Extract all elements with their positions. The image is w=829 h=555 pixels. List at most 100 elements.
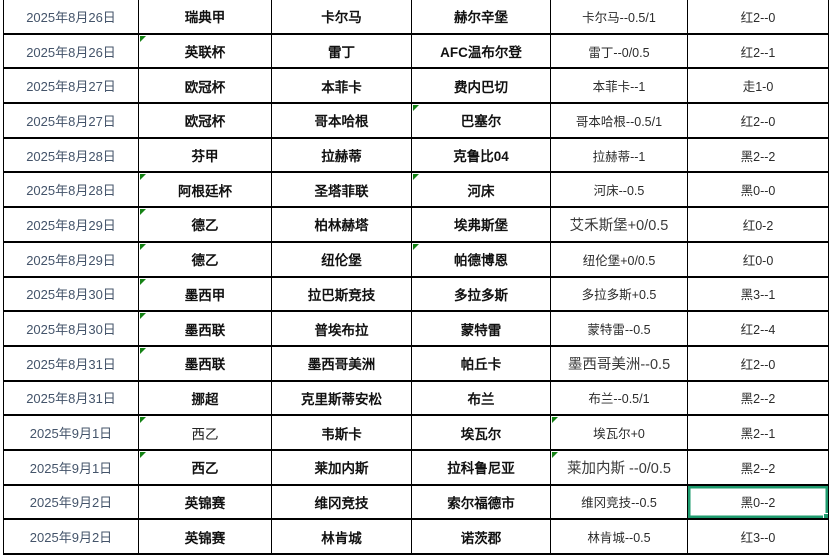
cell-result[interactable]: 红2--4: [687, 310, 829, 347]
cell-date[interactable]: 2025年8月29日: [3, 206, 139, 243]
cell-handicap[interactable]: 莱加内斯 --0/0.5: [550, 448, 688, 486]
cell-away-team[interactable]: 巴塞尔: [411, 102, 551, 139]
cell-home-team[interactable]: 莱加内斯: [271, 448, 412, 486]
cell-league[interactable]: 瑞典甲: [138, 0, 272, 35]
cell-handicap[interactable]: 艾禾斯堡+0/0.5: [550, 206, 688, 243]
table-row: 2025年8月28日 阿根廷杯 圣塔菲联 河床 河床--0.5 黑0--0: [3, 171, 829, 209]
cell-result[interactable]: 黑2--1: [687, 414, 829, 451]
cell-result[interactable]: 红3--0: [687, 518, 829, 555]
cell-home-team[interactable]: 克里斯蒂安松: [271, 379, 412, 417]
cell-handicap[interactable]: 哥本哈根--0.5/1: [550, 102, 688, 139]
cell-home-team[interactable]: 普埃布拉: [271, 310, 412, 347]
cell-date[interactable]: 2025年8月30日: [3, 275, 139, 313]
cell-league[interactable]: 英锦赛: [138, 518, 272, 555]
cell-home-team[interactable]: 纽伦堡: [271, 240, 412, 278]
cell-date[interactable]: 2025年8月29日: [3, 240, 139, 278]
cell-away-team[interactable]: 克鲁比04: [411, 136, 551, 174]
cell-away-team[interactable]: 拉科鲁尼亚: [411, 448, 551, 486]
cell-handicap[interactable]: 卡尔马--0.5/1: [550, 0, 688, 35]
cell-date[interactable]: 2025年8月31日: [3, 344, 139, 382]
cell-away-team[interactable]: 帕德博恩: [411, 240, 551, 278]
cell-league[interactable]: 德乙: [138, 206, 272, 243]
cell-league[interactable]: 墨西联: [138, 310, 272, 347]
cell-result[interactable]: 红2--1: [687, 32, 829, 70]
cell-home-team[interactable]: 柏林赫塔: [271, 206, 412, 243]
cell-handicap[interactable]: 埃瓦尔+0: [550, 414, 688, 451]
cell-date[interactable]: 2025年9月2日: [3, 518, 139, 555]
cell-away-team[interactable]: 赫尔辛堡: [411, 0, 551, 35]
fill-handle[interactable]: [823, 513, 828, 518]
cell-result[interactable]: 红0-2: [687, 206, 829, 243]
cell-handicap[interactable]: 布兰--0.5/1: [550, 379, 688, 417]
cell-league[interactable]: 阿根廷杯: [138, 171, 272, 209]
cell-date[interactable]: 2025年8月28日: [3, 136, 139, 174]
cell-result[interactable]: 黑0--0: [687, 171, 829, 209]
cell-result[interactable]: 红2--0: [687, 344, 829, 382]
cell-league[interactable]: 英联杯: [138, 32, 272, 70]
cell-date[interactable]: 2025年9月1日: [3, 448, 139, 486]
cell-home-team[interactable]: 圣塔菲联: [271, 171, 412, 209]
cell-away-team[interactable]: 埃弗斯堡: [411, 206, 551, 243]
cell-away-team[interactable]: 布兰: [411, 379, 551, 417]
cell-date[interactable]: 2025年8月31日: [3, 379, 139, 417]
cell-handicap[interactable]: 拉赫蒂--1: [550, 136, 688, 174]
cell-result[interactable]: 红0-0: [687, 240, 829, 278]
cell-date[interactable]: 2025年8月26日: [3, 0, 139, 35]
cell-away-team[interactable]: 帕丘卡: [411, 344, 551, 382]
cell-result[interactable]: 黑2--2: [687, 379, 829, 417]
cell-home-team[interactable]: 拉赫蒂: [271, 136, 412, 174]
cell-handicap[interactable]: 本菲卡--1: [550, 67, 688, 105]
cell-date[interactable]: 2025年8月30日: [3, 310, 139, 347]
cell-date[interactable]: 2025年8月27日: [3, 102, 139, 139]
cell-handicap[interactable]: 河床--0.5: [550, 171, 688, 209]
cell-handicap[interactable]: 多拉多斯+0.5: [550, 275, 688, 313]
cell-result-selected[interactable]: 黑0--2: [687, 483, 829, 521]
cell-home-team[interactable]: 林肯城: [271, 518, 412, 555]
cell-date[interactable]: 2025年8月28日: [3, 171, 139, 209]
cell-home-team[interactable]: 拉巴斯竞技: [271, 275, 412, 313]
cell-away-team[interactable]: 索尔福德市: [411, 483, 551, 521]
cell-league[interactable]: 芬甲: [138, 136, 272, 174]
cell-handicap[interactable]: 维冈竞技--0.5: [550, 483, 688, 521]
cell-date[interactable]: 2025年8月26日: [3, 32, 139, 70]
cell-away-team[interactable]: 多拉多斯: [411, 275, 551, 313]
cell-league[interactable]: 墨西联: [138, 344, 272, 382]
cell-handicap[interactable]: 纽伦堡+0/0.5: [550, 240, 688, 278]
cell-league[interactable]: 西乙: [138, 448, 272, 486]
cell-result[interactable]: 走1-0: [687, 67, 829, 105]
cell-away-team[interactable]: 河床: [411, 171, 551, 209]
cell-league[interactable]: 欧冠杯: [138, 67, 272, 105]
cell-league[interactable]: 德乙: [138, 240, 272, 278]
cell-away-team[interactable]: 埃瓦尔: [411, 414, 551, 451]
cell-away-team[interactable]: 费内巴切: [411, 67, 551, 105]
cell-league[interactable]: 欧冠杯: [138, 102, 272, 139]
cell-result[interactable]: 黑3--1: [687, 275, 829, 313]
cell-away-team[interactable]: AFC温布尔登: [411, 32, 551, 70]
cell-league[interactable]: 墨西甲: [138, 275, 272, 313]
cell-away-team[interactable]: 诺茨郡: [411, 518, 551, 555]
cell-league[interactable]: 西乙: [138, 414, 272, 451]
cell-home-team[interactable]: 雷丁: [271, 32, 412, 70]
cell-home-team[interactable]: 本菲卡: [271, 67, 412, 105]
cell-result[interactable]: 黑2--2: [687, 448, 829, 486]
cell-handicap[interactable]: 墨西哥美洲--0.5: [550, 344, 688, 382]
cell-date[interactable]: 2025年9月1日: [3, 414, 139, 451]
table-row: 2025年8月26日 瑞典甲 卡尔马 赫尔辛堡 卡尔马--0.5/1 红2--0: [3, 0, 829, 35]
cell-handicap[interactable]: 林肯城--0.5: [550, 518, 688, 555]
cell-result[interactable]: 红2--0: [687, 0, 829, 35]
cell-home-team[interactable]: 维冈竞技: [271, 483, 412, 521]
cell-handicap[interactable]: 雷丁--0/0.5: [550, 32, 688, 70]
cell-date[interactable]: 2025年8月27日: [3, 67, 139, 105]
cell-away-team[interactable]: 蒙特雷: [411, 310, 551, 347]
cell-result[interactable]: 红2--0: [687, 102, 829, 139]
cell-league[interactable]: 挪超: [138, 379, 272, 417]
cell-date[interactable]: 2025年9月2日: [3, 483, 139, 521]
cell-result[interactable]: 黑2--2: [687, 136, 829, 174]
cell-league[interactable]: 英锦赛: [138, 483, 272, 521]
cell-handicap[interactable]: 蒙特雷--0.5: [550, 310, 688, 347]
cell-home-team[interactable]: 哥本哈根: [271, 102, 412, 139]
cell-home-team[interactable]: 韦斯卡: [271, 414, 412, 451]
cell-home-team[interactable]: 卡尔马: [271, 0, 412, 35]
error-triangle-icon: [552, 451, 558, 458]
cell-home-team[interactable]: 墨西哥美洲: [271, 344, 412, 382]
